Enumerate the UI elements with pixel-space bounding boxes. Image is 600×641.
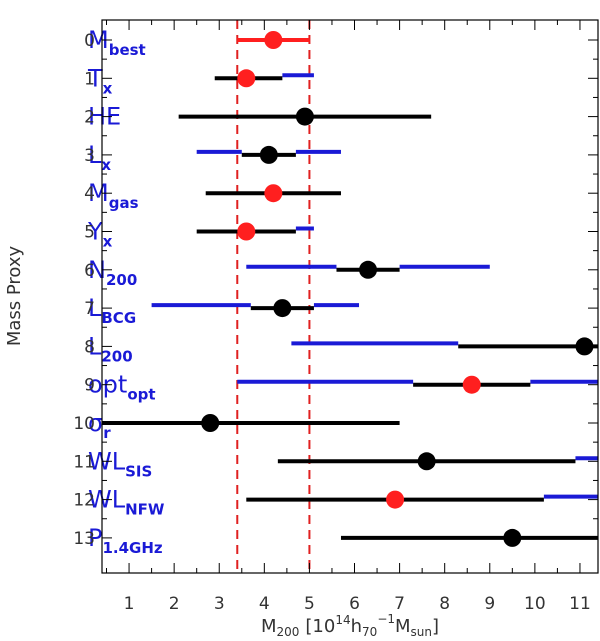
proxy-label-sub: x (103, 233, 113, 251)
x-tick-label-10: 10 (524, 594, 546, 614)
proxy-label-12: WLNFW (88, 486, 165, 519)
proxy-label-main: L (88, 332, 102, 360)
proxy-label-sub: 1.4GHz (102, 539, 162, 557)
y-tick-label-5: 5 (84, 223, 95, 243)
data-point-12 (386, 490, 405, 509)
proxy-label-sub: 200 (101, 347, 132, 365)
data-point-0 (264, 31, 283, 49)
proxy-label-sub: SIS (125, 462, 152, 480)
proxy-label-sub: x (103, 79, 113, 97)
proxy-label-sub: gas (109, 194, 139, 212)
proxy-label-7: LBCG (88, 294, 136, 327)
proxy-label-0: Mbest (88, 26, 146, 59)
x-tick-label-2: 2 (169, 594, 180, 614)
proxy-label-8: L200 (88, 332, 133, 365)
x-title-h-sub: 70 (362, 625, 377, 639)
data-point-8 (575, 337, 594, 356)
proxy-label-4: Mgas (88, 179, 139, 212)
y-tick-label-0: 0 (84, 31, 95, 51)
x-title-open: [10 (305, 616, 335, 637)
x-title-m: M (261, 616, 277, 637)
y-tick-label-1: 1 (84, 69, 95, 89)
proxy-label-main: P (88, 524, 102, 552)
y-axis-title: Mass Proxy (4, 245, 25, 346)
y-tick-label-8: 8 (84, 337, 95, 357)
x-tick-label-4: 4 (259, 594, 270, 614)
y-tick-label-12: 12 (73, 491, 95, 511)
x-tick-label-7: 7 (394, 594, 405, 614)
x-title-close: ] (432, 616, 439, 637)
proxy-label-sub: best (109, 41, 146, 59)
x-tick-label-6: 6 (349, 594, 360, 614)
proxy-label-sub: r (103, 424, 111, 442)
x-title-h: h (351, 616, 362, 637)
x-title-msun-sub: sun (411, 625, 432, 639)
proxy-label-11: WLSIS (88, 447, 152, 480)
y-tick-label-9: 9 (84, 376, 95, 396)
x-tick-label-11: 11 (569, 594, 591, 614)
proxy-label-sub: BCG (101, 309, 136, 327)
proxy-label-13: P1.4GHz (88, 524, 163, 557)
proxy-label-main: σ (88, 409, 103, 437)
data-point-13 (503, 528, 522, 547)
data-point-9 (462, 375, 481, 394)
proxy-label-main: L (88, 141, 102, 169)
x-tick-label-9: 9 (484, 594, 495, 614)
x-title-msun: M (395, 616, 411, 637)
proxy-labels: MbestTxHELxMgasYxN200LBCGL200optoptσrWLS… (87, 26, 165, 557)
data-point-2 (295, 107, 314, 126)
data-point-7 (273, 299, 292, 318)
proxy-label-3: Lx (88, 141, 111, 174)
plot-frame (101, 19, 599, 574)
proxy-label-main: M (88, 179, 109, 207)
proxy-label-main: Y (87, 218, 103, 246)
proxy-label-sub: x (101, 156, 111, 174)
x-tick-label-8: 8 (439, 594, 450, 614)
x-tick-label-3: 3 (214, 594, 225, 614)
y-tick-label-6: 6 (84, 261, 95, 281)
proxy-label-9: optopt (88, 371, 156, 404)
proxy-label-6: N200 (88, 256, 137, 289)
y-tick-label-3: 3 (84, 146, 95, 166)
proxy-label-main: T (87, 64, 103, 92)
y-tick-label-11: 11 (73, 452, 95, 472)
plot-content (102, 20, 598, 573)
proxy-label-5: Yx (87, 218, 113, 251)
y-tick-label-10: 10 (73, 414, 95, 434)
data-point-3 (259, 145, 278, 164)
data-point-6 (359, 260, 378, 279)
x-axis-title: M200 [1014h70−1Msun] (261, 612, 439, 639)
data-point-5 (237, 222, 256, 241)
data-point-10 (201, 414, 220, 432)
data-point-11 (417, 452, 436, 471)
y-tick-label-7: 7 (84, 299, 95, 319)
x-title-m-sub: 200 (276, 625, 299, 639)
data-point-4 (264, 184, 283, 203)
x-tick-label-1: 1 (124, 594, 135, 614)
y-tick-label-13: 13 (73, 529, 95, 549)
proxy-label-10: σr (88, 409, 111, 442)
x-title-sup2: −1 (377, 612, 395, 626)
proxy-label-1: Tx (87, 64, 113, 97)
x-tick-label-5: 5 (304, 594, 315, 614)
proxy-label-main: M (88, 26, 109, 54)
y-tick-label-2: 2 (84, 108, 95, 128)
data-point-1 (237, 69, 256, 88)
proxy-label-sub: opt (127, 386, 155, 404)
proxy-label-main: L (88, 294, 102, 322)
proxy-label-sub: 200 (106, 271, 137, 289)
proxy-label-sub: NFW (125, 501, 165, 519)
x-title-sup1: 14 (335, 613, 350, 627)
y-tick-label-4: 4 (84, 184, 95, 204)
